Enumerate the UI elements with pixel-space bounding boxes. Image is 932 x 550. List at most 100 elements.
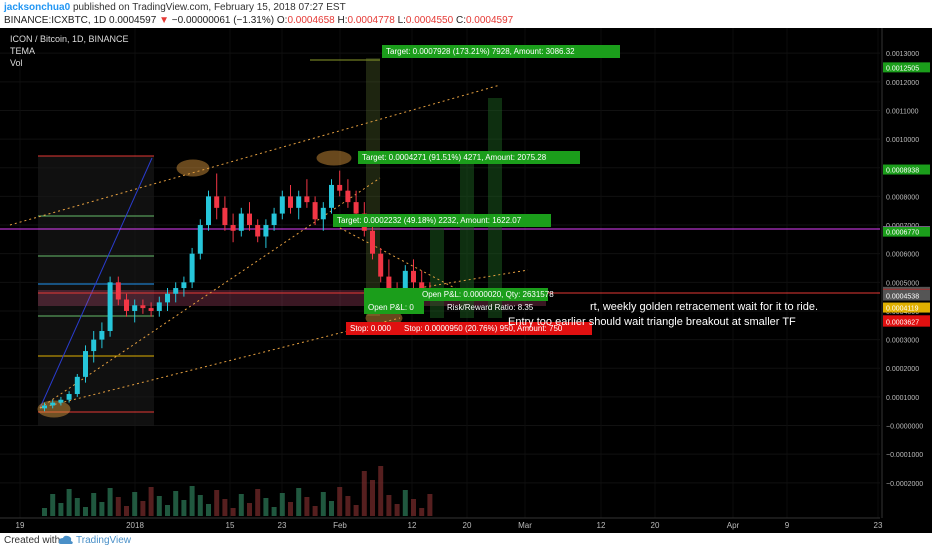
legend-vol[interactable]: Vol xyxy=(10,58,23,68)
y-tick-label: 0.0013000 xyxy=(886,51,919,58)
candle-body xyxy=(156,302,162,311)
volume-bar xyxy=(296,488,302,516)
volume-bar xyxy=(337,487,343,516)
risk-reward-text: Risk/Reward Ratio: 8.35 xyxy=(447,303,534,312)
candle-body xyxy=(345,190,351,203)
volume-bar xyxy=(222,499,228,516)
open-value: 0.0004658 xyxy=(287,15,335,26)
candle-body xyxy=(132,305,138,311)
volume-bar xyxy=(115,497,121,516)
annotation-box xyxy=(400,322,592,335)
candle-body xyxy=(271,213,277,226)
volume-bar xyxy=(107,488,113,516)
channel-low xyxy=(39,317,401,409)
legend-tema[interactable]: TEMA xyxy=(10,46,36,56)
y-tick-label: 0.0010000 xyxy=(886,137,919,144)
chart-panel[interactable]: 0.0013000 0.0012000 0.0011000 0.0010000 0.00… xyxy=(0,28,932,533)
pivot-ellipse-1 xyxy=(37,400,71,418)
y-tick-label: −0.0001000 xyxy=(886,452,923,459)
price-badge-label: 0.0003627 xyxy=(886,320,919,327)
candle-body xyxy=(140,305,146,309)
candle-body xyxy=(214,196,220,208)
volume-bar xyxy=(320,492,326,516)
blue-trendline xyxy=(39,157,153,409)
price-badge xyxy=(883,164,930,175)
candle-body xyxy=(50,402,56,406)
volume-bar xyxy=(99,502,105,516)
volume-bar xyxy=(214,490,220,516)
open-label: O: xyxy=(276,15,288,26)
candle-body xyxy=(148,308,154,311)
low-value: 0.0004550 xyxy=(405,15,454,26)
candle-body xyxy=(312,202,318,220)
candle-body xyxy=(337,184,343,191)
y-tick-label: −0.0000000 xyxy=(886,424,923,431)
annotation-box xyxy=(358,151,580,164)
x-tick-label: Apr xyxy=(727,521,740,530)
change-value: −0.00000061 (−1.31%) xyxy=(171,15,275,26)
volume-bar xyxy=(206,504,211,516)
drawings-back xyxy=(0,58,880,426)
y-tick-label: 0.0002000 xyxy=(886,366,919,373)
price-axis-bg xyxy=(882,28,932,533)
candle-body xyxy=(99,331,105,340)
candle-body xyxy=(181,282,187,289)
close-value: 0.0004597 xyxy=(465,15,514,26)
footer-bar: Created with TradingView xyxy=(0,533,932,550)
x-tick-label: 12 xyxy=(408,521,417,530)
price-badge-label: 0.0012505 xyxy=(886,65,919,72)
candle-layer xyxy=(42,170,433,412)
down-arrow-icon: ▼ xyxy=(159,15,169,26)
y-tick-label: 0.0005000 xyxy=(886,280,919,287)
candle-body xyxy=(304,196,310,203)
candle-body xyxy=(247,213,252,226)
y-tick-label: 0.0011000 xyxy=(886,108,919,115)
candle-body xyxy=(197,225,203,254)
x-tick-label: 20 xyxy=(651,521,660,530)
candle-body xyxy=(288,196,293,208)
publish-info: published on TradingView.com, February 1… xyxy=(72,2,346,13)
price-badge-label: 0.0004538 xyxy=(886,294,919,301)
x-tick-label: 23 xyxy=(874,521,883,530)
candle-body xyxy=(378,253,384,277)
price-badge-label: 0.0006770 xyxy=(886,230,919,237)
volume-bar xyxy=(83,507,88,516)
volume-bar xyxy=(394,504,400,516)
candle-body xyxy=(206,196,211,226)
x-tick-label: Mar xyxy=(518,521,532,530)
high-value: 0.0004778 xyxy=(347,15,395,26)
annotation-text: Target: 0.0007928 (173.21%) 7928, Amount… xyxy=(386,47,575,56)
note-line-2: Entry too earlier should wait triangle b… xyxy=(508,316,796,328)
candle-body xyxy=(419,282,425,289)
candle-body xyxy=(353,202,359,214)
candle-body xyxy=(124,299,129,311)
price-badge-label: 0.0008938 xyxy=(886,168,919,175)
price-badge xyxy=(883,226,930,237)
volume-bar xyxy=(140,501,146,516)
volume-bar xyxy=(378,466,384,516)
volume-bar xyxy=(74,498,80,516)
legend-title: ICON / Bitcoin, 1D, BINANCE xyxy=(10,34,129,44)
note-line-1: rt, weekly golden retracement wait for i… xyxy=(590,301,818,313)
volume-bar xyxy=(238,494,244,516)
annotation-layer: Target: 0.0007928 (173.21%) 7928, Amount… xyxy=(333,45,818,335)
volume-bar xyxy=(42,508,47,516)
volume-bar xyxy=(197,495,203,516)
x-tick-label: 15 xyxy=(226,521,235,530)
volume-bar xyxy=(419,508,425,516)
x-tick-label: 20 xyxy=(463,521,472,530)
price-badge-label: 0.0004119 xyxy=(886,306,919,313)
candle-body xyxy=(329,184,334,208)
candle-body xyxy=(91,339,97,352)
y-tick-label: 0.0008000 xyxy=(886,194,919,201)
volume-bar xyxy=(427,494,433,516)
volume-bar xyxy=(263,498,269,516)
volume-bar xyxy=(173,491,179,516)
annotation-text: Target: 0.0004271 (91.51%) 4271, Amount:… xyxy=(362,153,547,162)
candle-body xyxy=(189,253,195,283)
x-tick-label: 23 xyxy=(278,521,287,530)
author-link[interactable]: jacksonchua0 xyxy=(4,2,71,13)
volume-layer xyxy=(42,466,433,516)
tradingview-brand[interactable]: TradingView xyxy=(76,535,132,546)
channel-mid xyxy=(39,177,381,409)
